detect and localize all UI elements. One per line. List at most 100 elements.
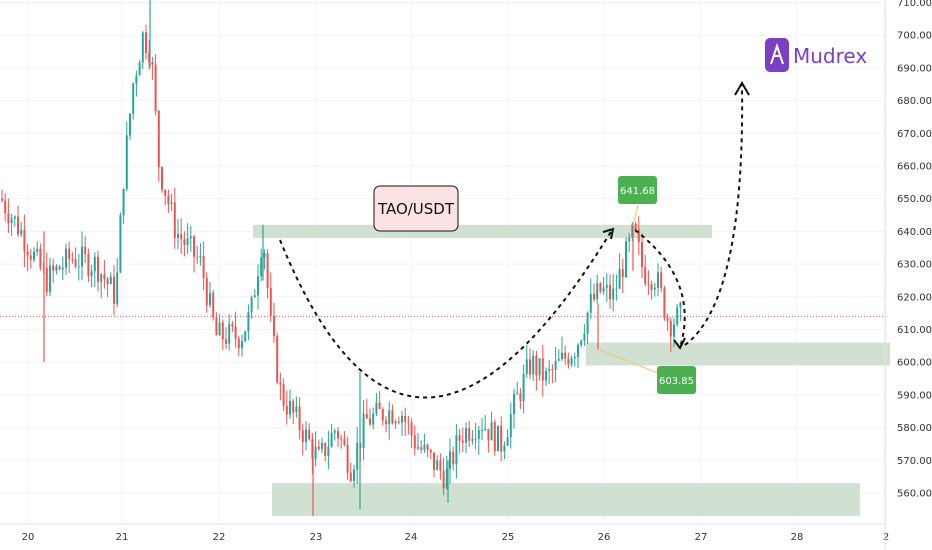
candle-body <box>663 287 666 318</box>
candle-body <box>221 322 224 340</box>
candle-body <box>100 274 103 282</box>
candle-body <box>263 253 266 258</box>
candle-body <box>583 333 586 341</box>
candle-body <box>340 438 343 440</box>
candle-body <box>244 331 247 342</box>
candle-body <box>17 216 19 235</box>
cup-curve <box>279 229 613 399</box>
candle-body <box>81 246 83 267</box>
candle-body <box>93 256 96 272</box>
candle-body <box>628 237 631 242</box>
candle-body <box>186 238 189 245</box>
candle-body <box>573 356 576 359</box>
candle-body <box>199 255 202 258</box>
candle-body <box>154 64 157 111</box>
candle-body <box>391 410 394 424</box>
candle-body <box>641 242 643 268</box>
y-tick-label: 620.00 <box>897 292 932 303</box>
candle-body <box>215 317 218 336</box>
candle-body <box>212 292 215 318</box>
candle-body <box>116 272 119 304</box>
y-tick-label: 700.00 <box>897 31 932 42</box>
candle-body <box>234 326 237 339</box>
candle-body <box>455 435 458 465</box>
candle-body <box>113 276 115 304</box>
logo-glyph <box>770 42 784 65</box>
candle-body <box>125 135 128 189</box>
candle-body <box>666 317 669 322</box>
candle-body <box>7 213 10 224</box>
candle-body <box>522 373 525 401</box>
candle-body <box>135 75 138 84</box>
y-tick-label: 660.00 <box>897 162 932 173</box>
candle-body <box>295 406 298 413</box>
candle-body <box>525 359 528 374</box>
candle-body <box>458 435 461 441</box>
candle-body <box>183 239 186 245</box>
x-tick-label: 22 <box>213 532 226 543</box>
zone-support <box>586 342 890 366</box>
candle-body <box>65 248 67 268</box>
candle-body <box>132 83 135 114</box>
candle-body <box>68 248 71 260</box>
candle-body <box>423 444 426 450</box>
candle-body <box>567 358 570 365</box>
candle-body <box>250 297 253 312</box>
candle-body <box>138 62 141 76</box>
candle-body <box>660 272 663 288</box>
candle-body <box>452 451 455 465</box>
candle-body <box>260 257 263 277</box>
candle-body <box>52 265 55 271</box>
candle-body <box>87 253 90 277</box>
y-tick-label: 690.00 <box>897 63 932 74</box>
x-tick-label: 20 <box>22 532 35 543</box>
candle-body <box>273 315 275 336</box>
candle-body <box>676 307 679 325</box>
candle-body <box>301 430 304 442</box>
candle-body <box>551 369 554 371</box>
candle-body <box>650 284 653 290</box>
candle-body <box>612 288 615 300</box>
candle-body <box>506 437 509 446</box>
candle-body <box>282 384 285 406</box>
y-tick-label: 680.00 <box>897 96 932 107</box>
low-leader <box>599 349 661 375</box>
candle-body <box>545 370 547 381</box>
candle-body <box>173 202 176 238</box>
candle-body <box>61 267 64 270</box>
candle-body <box>241 341 243 349</box>
candle-body <box>333 431 336 433</box>
candle-body <box>231 324 234 327</box>
candle-body <box>167 195 170 204</box>
handle-curve <box>634 229 686 349</box>
candle-body <box>535 355 538 376</box>
candle-body <box>513 393 515 415</box>
candle-body <box>103 274 106 280</box>
candle-body <box>407 421 410 423</box>
candle-body <box>375 402 378 414</box>
candle-body <box>308 429 311 440</box>
candle-body <box>541 358 544 381</box>
candle-body <box>13 216 16 219</box>
candle-body <box>599 283 602 292</box>
candle-body <box>353 469 355 481</box>
x-tick-label: 2 <box>883 532 889 543</box>
candle-body <box>474 438 477 440</box>
candle-body <box>593 293 595 300</box>
candle-body <box>193 236 195 257</box>
breakout-arrowhead <box>734 81 750 96</box>
candle-body <box>637 229 640 243</box>
candle-body <box>679 302 682 308</box>
high-label-box <box>618 176 657 204</box>
candle-body <box>369 418 371 425</box>
candle-body <box>55 266 58 271</box>
cup-arrowhead <box>602 227 615 240</box>
candle-body <box>29 255 32 260</box>
candle-body <box>106 279 109 284</box>
candle-body <box>589 293 592 313</box>
y-tick-label: 670.00 <box>897 129 932 140</box>
y-tick-label: 560.00 <box>897 489 932 500</box>
x-tick-label: 28 <box>791 532 804 543</box>
